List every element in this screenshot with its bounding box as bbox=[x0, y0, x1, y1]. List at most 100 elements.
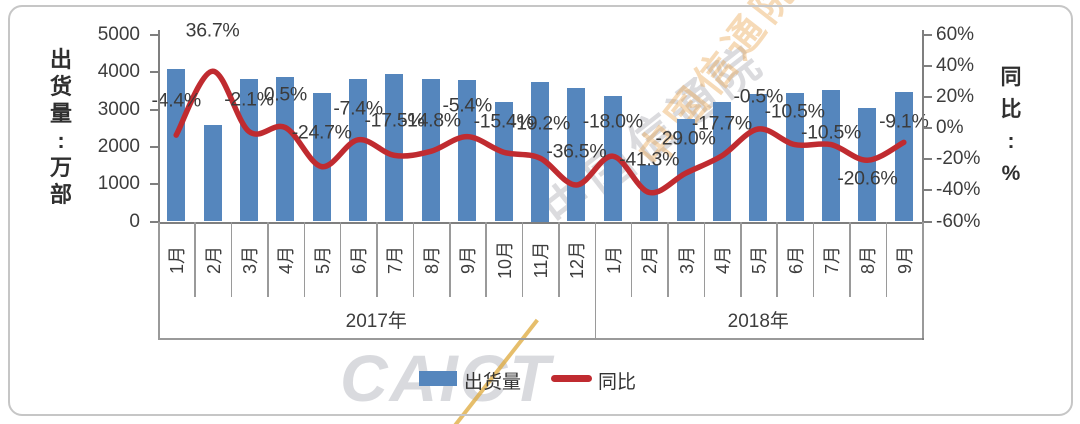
shipment-bar bbox=[239, 79, 258, 222]
month-label: 6月 bbox=[349, 245, 370, 275]
month-label: 5月 bbox=[312, 245, 333, 275]
shipment-bar bbox=[676, 118, 695, 222]
month-separator bbox=[267, 222, 269, 297]
left-tick-label: 5000 bbox=[97, 24, 140, 45]
left-axis-title: 出货量:万部 bbox=[46, 46, 76, 208]
month-separator bbox=[485, 222, 487, 297]
yoy-value-label: -10.5% bbox=[764, 100, 825, 123]
legend: 出货量 同比 bbox=[0, 366, 1080, 393]
axis-title-char: 比 bbox=[1000, 98, 1022, 121]
year-divider bbox=[594, 222, 597, 338]
right-tick-label: 60% bbox=[936, 24, 975, 45]
month-label: 3月 bbox=[676, 245, 697, 275]
yoy-value-label: -2.1% bbox=[224, 88, 274, 110]
right-tick-label: -20% bbox=[936, 148, 981, 170]
month-separator bbox=[558, 222, 560, 297]
year-label: 2017年 bbox=[345, 311, 407, 332]
x-axis-line bbox=[158, 221, 922, 224]
shipment-bar bbox=[385, 74, 404, 222]
left-tick-label: 1000 bbox=[97, 173, 140, 195]
shipment-bar bbox=[276, 77, 295, 222]
month-label: 3月 bbox=[239, 245, 260, 275]
shipment-bar bbox=[822, 90, 841, 222]
left-tick-mark bbox=[150, 34, 158, 36]
month-separator bbox=[740, 222, 742, 297]
yoy-value-label: -29.0% bbox=[655, 127, 716, 150]
axis-title-char: 部 bbox=[49, 182, 72, 207]
yoy-line-path bbox=[173, 68, 907, 196]
yoy-value-label: -17.7% bbox=[691, 112, 752, 135]
month-separator bbox=[376, 222, 378, 297]
yoy-value-label: -18.0% bbox=[582, 110, 643, 133]
right-tick-mark bbox=[924, 96, 932, 99]
shipment-bar bbox=[458, 79, 477, 222]
right-tick-label: 40% bbox=[936, 55, 975, 77]
shipment-bar bbox=[167, 68, 186, 222]
shipment-bar bbox=[749, 93, 768, 222]
month-separator bbox=[303, 222, 306, 297]
month-separator bbox=[885, 222, 888, 297]
yoy-value-label: -36.5% bbox=[546, 140, 607, 163]
month-label: 2月 bbox=[203, 245, 224, 275]
year-axis-line bbox=[158, 338, 922, 340]
month-separator bbox=[630, 222, 633, 297]
yoy-value-label: -4.4% bbox=[151, 89, 201, 112]
legend-bar-swatch bbox=[419, 371, 457, 386]
month-separator bbox=[339, 222, 342, 297]
left-tick-mark bbox=[150, 71, 158, 74]
shipment-bar bbox=[312, 92, 331, 222]
yoy-value-label: -24.7% bbox=[291, 121, 352, 144]
month-separator bbox=[194, 222, 196, 297]
month-separator bbox=[521, 222, 524, 297]
month-separator bbox=[449, 222, 451, 297]
right-axis-line bbox=[922, 30, 924, 340]
month-separator bbox=[703, 222, 706, 297]
yoy-value-label: -14.8% bbox=[400, 109, 461, 132]
left-tick-mark bbox=[150, 183, 158, 186]
left-tick-mark bbox=[150, 145, 158, 148]
month-label: 4月 bbox=[276, 245, 297, 275]
yoy-value-label: -0.5% bbox=[733, 85, 784, 108]
month-label: 6月 bbox=[785, 245, 806, 275]
right-tick-label: -60% bbox=[936, 210, 981, 232]
shipment-bar bbox=[567, 87, 586, 222]
year-divider bbox=[922, 222, 924, 338]
yoy-value-label: 36.7% bbox=[185, 19, 240, 42]
legend-bar-label: 出货量 bbox=[464, 372, 522, 393]
month-label: 9月 bbox=[458, 245, 479, 275]
right-tick-mark bbox=[924, 189, 932, 192]
shipment-bar bbox=[494, 102, 513, 222]
yoy-value-label: -10.5% bbox=[801, 121, 862, 144]
left-tick-label: 2000 bbox=[97, 135, 140, 157]
month-separator bbox=[812, 222, 815, 297]
axis-title-char: : bbox=[1007, 130, 1015, 153]
right-tick-mark bbox=[924, 220, 932, 223]
shipment-bar bbox=[349, 79, 368, 222]
left-tick-mark bbox=[150, 220, 158, 223]
shipment-bar bbox=[531, 81, 549, 222]
month-label: 7月 bbox=[385, 245, 406, 275]
month-label: 4月 bbox=[712, 245, 733, 275]
yoy-value-label: -20.6% bbox=[837, 167, 898, 190]
yoy-value-label: -7.4% bbox=[333, 97, 383, 120]
month-label: 8月 bbox=[858, 245, 879, 275]
axis-title-char: % bbox=[1001, 162, 1021, 185]
left-tick-mark bbox=[150, 108, 158, 111]
right-tick-mark bbox=[924, 127, 932, 130]
right-tick-mark bbox=[924, 158, 932, 161]
month-label: 9月 bbox=[894, 245, 915, 275]
shipment-bar bbox=[203, 124, 222, 222]
month-separator bbox=[230, 222, 233, 297]
yoy-value-label: 0.5% bbox=[263, 83, 308, 106]
month-label: 7月 bbox=[822, 245, 843, 275]
month-separator bbox=[849, 222, 851, 297]
year-divider bbox=[158, 222, 160, 338]
month-label: 5月 bbox=[749, 245, 770, 275]
shipment-bar bbox=[858, 107, 877, 222]
month-label: 11月 bbox=[531, 241, 551, 279]
yoy-value-label: -5.4% bbox=[442, 94, 493, 117]
yoy-value-label: -41.3% bbox=[619, 148, 680, 171]
month-separator bbox=[412, 222, 415, 297]
